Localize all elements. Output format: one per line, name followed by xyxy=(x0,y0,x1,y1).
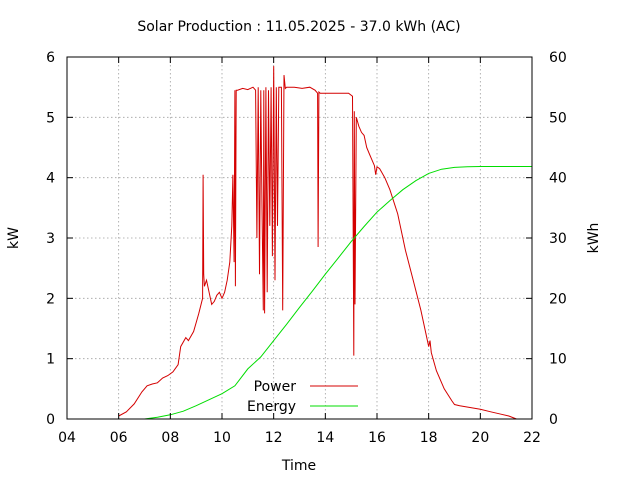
x-tick-label: 18 xyxy=(420,430,438,446)
y2-tick-label: 60 xyxy=(549,50,567,66)
y-tick-label: 2 xyxy=(46,291,55,307)
y-tick-label: 6 xyxy=(46,50,55,66)
legend-label-power: Power xyxy=(254,379,297,395)
y2-tick-label: 20 xyxy=(549,291,567,307)
legend: Power Energy xyxy=(247,379,358,415)
x-tick-label: 06 xyxy=(110,430,128,446)
y2-tick-label: 50 xyxy=(549,110,567,126)
chart-title: Solar Production : 11.05.2025 - 37.0 kWh… xyxy=(137,19,460,35)
x-tick-label: 10 xyxy=(213,430,231,446)
y2-tick-label: 40 xyxy=(549,171,567,187)
y-tick-label: 4 xyxy=(46,171,55,187)
y-tick-label: 5 xyxy=(46,110,55,126)
x-tick-label: 12 xyxy=(265,430,283,446)
y-tick-label: 3 xyxy=(46,231,55,247)
y-tick-label: 0 xyxy=(46,412,55,428)
x-tick-label: 08 xyxy=(161,430,179,446)
plot-area xyxy=(118,66,532,420)
x-tick-label: 20 xyxy=(471,430,489,446)
legend-label-energy: Energy xyxy=(247,399,296,415)
x-tick-label: 04 xyxy=(58,430,76,446)
y2-axis-tick-labels: 0 10 20 30 40 50 60 xyxy=(549,50,567,428)
y2-tick-label: 10 xyxy=(549,352,567,368)
y2-tick-label: 30 xyxy=(549,231,567,247)
x-tick-label: 22 xyxy=(523,430,541,446)
x-tick-label: 16 xyxy=(368,430,386,446)
plot-frame xyxy=(66,56,533,420)
y2-axis-label: kWh xyxy=(586,223,602,254)
x-axis-tick-labels: 04 06 08 10 12 14 16 18 20 22 xyxy=(58,430,541,446)
series-line-power xyxy=(118,66,517,420)
x-tick-label: 14 xyxy=(316,430,334,446)
series-line-energy xyxy=(144,166,532,420)
x-axis-label: Time xyxy=(281,458,316,474)
y-tick-label: 1 xyxy=(46,352,55,368)
y2-tick-label: 0 xyxy=(549,412,558,428)
grid-lines xyxy=(67,57,532,419)
y-axis-label: kW xyxy=(6,227,22,249)
y-axis-tick-labels: 0 1 2 3 4 5 6 xyxy=(46,50,55,428)
